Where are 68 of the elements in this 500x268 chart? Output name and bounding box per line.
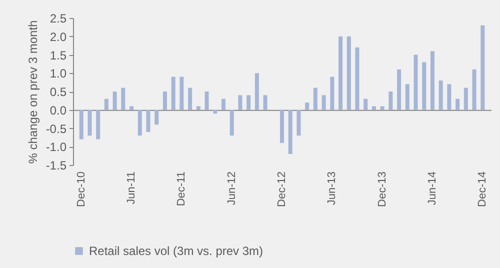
bar: [330, 76, 334, 110]
bar: [405, 84, 410, 110]
bar: [380, 106, 384, 110]
legend-label: Retail sales vol (3m vs. prev 3m): [89, 244, 264, 258]
bar: [430, 51, 434, 110]
bar: [230, 110, 234, 136]
bar: [313, 88, 318, 110]
y-tick-label: 0.5: [50, 85, 67, 99]
x-tick-label: Jun-12: [226, 172, 238, 206]
bar: [246, 95, 251, 110]
bar: [171, 76, 176, 110]
bar: [288, 110, 292, 154]
bar: [338, 36, 343, 110]
bar: [372, 106, 376, 110]
bar: [438, 80, 443, 110]
x-tick-label: Jun-13: [326, 172, 338, 206]
y-tick-label: 1.0: [50, 66, 67, 81]
bar: [397, 69, 402, 110]
bar: [263, 95, 268, 110]
y-tick-label: -0.5: [46, 122, 67, 136]
bar: [138, 110, 142, 136]
bar: [162, 92, 167, 110]
bar: [79, 110, 84, 140]
y-tick-label: 1.5: [50, 48, 67, 62]
bar: [388, 92, 393, 110]
bar: [221, 98, 226, 110]
bar: [472, 69, 476, 110]
y-tick-label: -1.0: [46, 140, 67, 154]
bar: [322, 95, 326, 110]
bar: [204, 92, 209, 110]
bar: [480, 25, 485, 110]
bar: [213, 110, 218, 114]
bar: [154, 110, 159, 125]
bar: [422, 62, 426, 110]
bar: [88, 110, 92, 136]
bar: [196, 106, 200, 110]
x-tick-label: Jun-11: [126, 172, 138, 204]
bar: [280, 110, 284, 143]
bar: [296, 110, 301, 136]
bar: [104, 98, 108, 110]
bar: [456, 98, 460, 110]
bar: [346, 36, 351, 110]
bar: [121, 88, 126, 110]
x-tick-label: Dec-10: [75, 172, 88, 207]
bar: [96, 110, 100, 140]
bar: [180, 76, 184, 110]
x-tick-label: Dec-12: [276, 172, 288, 207]
bar: [254, 73, 259, 110]
y-tick-label: 2.0: [50, 30, 67, 44]
y-axis-title: % change on prev 3 month: [26, 20, 40, 164]
bar: [188, 88, 192, 110]
bar: [305, 102, 310, 110]
bar: [364, 98, 368, 110]
bar: [355, 47, 360, 110]
bar: [130, 106, 134, 110]
bar: [414, 54, 418, 110]
bar: [464, 88, 468, 110]
x-tick-label: Dec-14: [476, 172, 489, 207]
bar: [146, 110, 150, 132]
bar: [112, 92, 117, 110]
bar: [238, 95, 242, 110]
x-tick-label: Dec-11: [176, 172, 188, 206]
y-tick-label: -1.5: [46, 158, 67, 172]
x-tick-label: Dec-13: [376, 172, 388, 207]
bar: [447, 84, 452, 110]
y-tick-label: 0.0: [50, 103, 67, 118]
x-tick-label: Jun-14: [426, 172, 438, 206]
y-tick-label: 2.5: [50, 12, 67, 26]
